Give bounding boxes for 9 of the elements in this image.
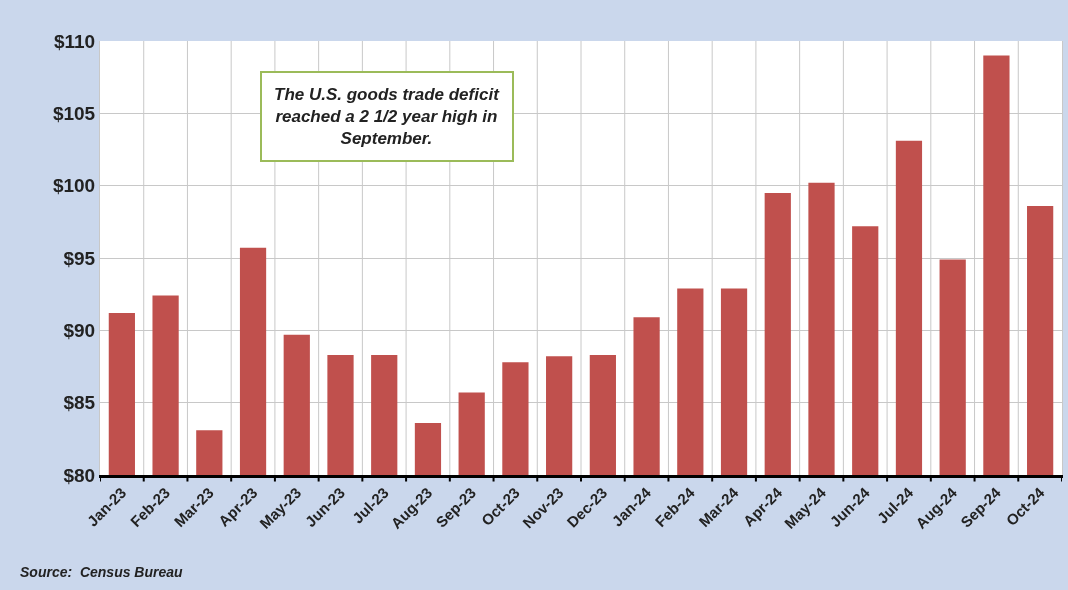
annotation: The U.S. goods trade deficit reached a 2 1/2 year high in September.	[274, 85, 501, 149]
y-tick-label: $80	[63, 464, 96, 486]
y-tick-label: $110	[53, 30, 96, 52]
y-tick-label: $90	[63, 319, 96, 341]
source-note: Source: Census Bureau	[20, 564, 184, 580]
y-tick-label: $85	[63, 392, 96, 414]
y-tick-label: $105	[52, 102, 96, 124]
y-tick-label: $100	[52, 175, 96, 197]
y-tick-label: $95	[63, 247, 96, 269]
